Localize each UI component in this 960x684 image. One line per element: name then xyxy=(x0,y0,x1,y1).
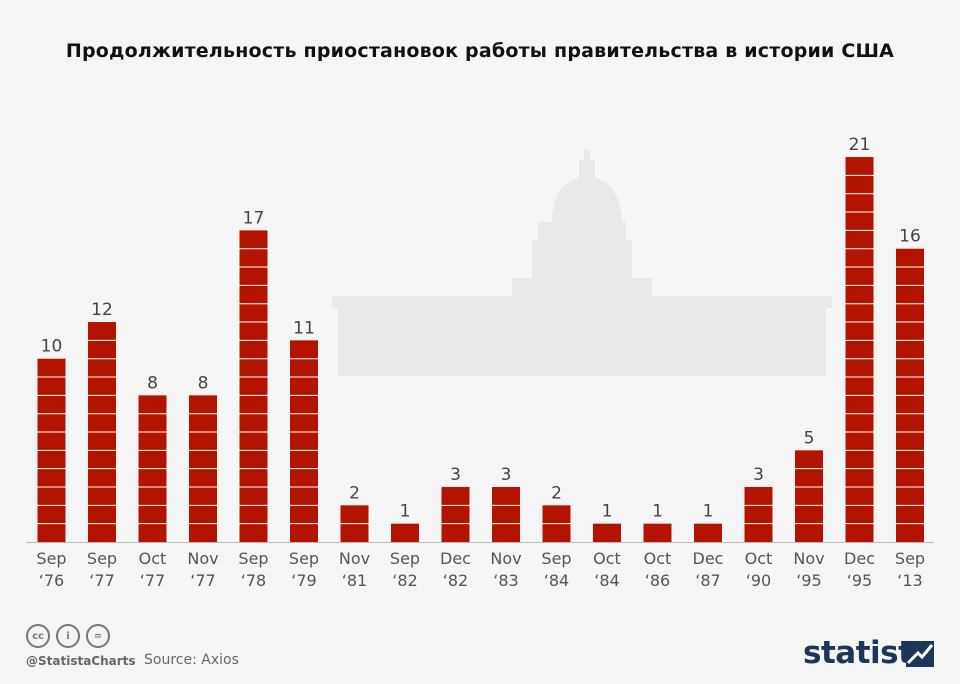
x-tick-month: Sep xyxy=(541,549,571,568)
data-label: 1 xyxy=(602,502,613,522)
x-tick-year: ‘76 xyxy=(39,571,64,590)
x-tick-month: Sep xyxy=(390,549,420,568)
bar-Nov-‘83 xyxy=(492,487,520,542)
x-tick-month: Nov xyxy=(793,549,824,568)
x-tick-year: ‘82 xyxy=(443,571,468,590)
license-icons: cc i = xyxy=(26,624,110,648)
data-label: 17 xyxy=(243,208,265,228)
data-label: 1 xyxy=(703,502,714,522)
capitol-building-watermark xyxy=(332,150,832,376)
data-label: 10 xyxy=(41,337,63,357)
bar-Oct-‘90 xyxy=(744,487,773,542)
x-tick-year: ‘87 xyxy=(695,571,720,590)
bar-Dec-‘82 xyxy=(441,487,470,542)
x-tick-month: Dec xyxy=(693,549,724,568)
x-tick-year: ‘78 xyxy=(241,571,266,590)
data-label: 3 xyxy=(501,465,512,485)
data-label: 21 xyxy=(849,135,871,155)
data-label: 3 xyxy=(753,465,764,485)
x-tick-year: ‘90 xyxy=(746,571,771,590)
statista-handle: @StatistaCharts xyxy=(26,654,136,668)
data-label: 1 xyxy=(400,502,411,522)
x-tick-month: Nov xyxy=(490,549,521,568)
x-tick-month: Oct xyxy=(593,549,621,568)
x-tick-year: ‘95 xyxy=(796,571,821,590)
x-tick-month: Sep xyxy=(289,549,319,568)
bar-Oct-‘84 xyxy=(593,523,621,542)
x-tick-year: ‘13 xyxy=(897,571,922,590)
x-tick-month: Sep xyxy=(895,549,925,568)
data-label: 1 xyxy=(652,502,663,522)
x-tick-month: Sep xyxy=(87,549,117,568)
x-tick-month: Nov xyxy=(339,549,370,568)
x-tick-year: ‘83 xyxy=(493,571,518,590)
data-label: 8 xyxy=(147,373,158,393)
bar-Dec-‘87 xyxy=(694,523,722,542)
source-note: Source: Axios xyxy=(144,652,239,668)
data-label: 2 xyxy=(551,483,562,503)
x-tick-month: Oct xyxy=(139,549,167,568)
x-tick-month: Dec xyxy=(844,549,875,568)
x-tick-year: ‘77 xyxy=(140,571,165,590)
bar-Sep-‘78 xyxy=(239,230,268,542)
bar-Dec-‘95 xyxy=(845,157,874,542)
x-tick-year: ‘77 xyxy=(190,571,215,590)
x-tick-year: ‘82 xyxy=(392,571,417,590)
statista-logo-icon xyxy=(906,641,934,667)
x-tick-year: ‘95 xyxy=(847,571,872,590)
bar-Nov-‘95 xyxy=(795,450,823,542)
x-tick-year: ‘79 xyxy=(291,571,316,590)
x-tick-month: Sep xyxy=(238,549,268,568)
x-tick-year: ‘84 xyxy=(594,571,619,590)
x-tick-month: Sep xyxy=(36,549,66,568)
data-label: 12 xyxy=(91,300,113,320)
data-label: 2 xyxy=(349,483,360,503)
x-tick-month: Oct xyxy=(745,549,773,568)
x-tick-month: Oct xyxy=(644,549,672,568)
chart-title: Продолжительность приостановок работы пр… xyxy=(65,40,895,62)
x-tick-year: ‘81 xyxy=(342,571,367,590)
data-label: 16 xyxy=(899,227,921,247)
bar-Sep-‘79 xyxy=(290,340,318,542)
x-tick-year: ‘77 xyxy=(89,571,114,590)
x-tick-year: ‘86 xyxy=(645,571,670,590)
data-label: 8 xyxy=(198,373,209,393)
data-label: 11 xyxy=(293,318,315,338)
cc-license-icon: cc xyxy=(26,624,50,648)
no-derivatives-icon: = xyxy=(86,624,110,648)
bar-Sep-‘82 xyxy=(391,523,419,542)
x-tick-month: Dec xyxy=(440,549,471,568)
x-tick-year: ‘84 xyxy=(544,571,569,590)
x-tick-month: Nov xyxy=(187,549,218,568)
bar-Oct-‘86 xyxy=(643,523,672,542)
data-label: 5 xyxy=(804,428,815,448)
attribution-icon: i xyxy=(56,624,80,648)
data-label: 3 xyxy=(450,465,461,485)
